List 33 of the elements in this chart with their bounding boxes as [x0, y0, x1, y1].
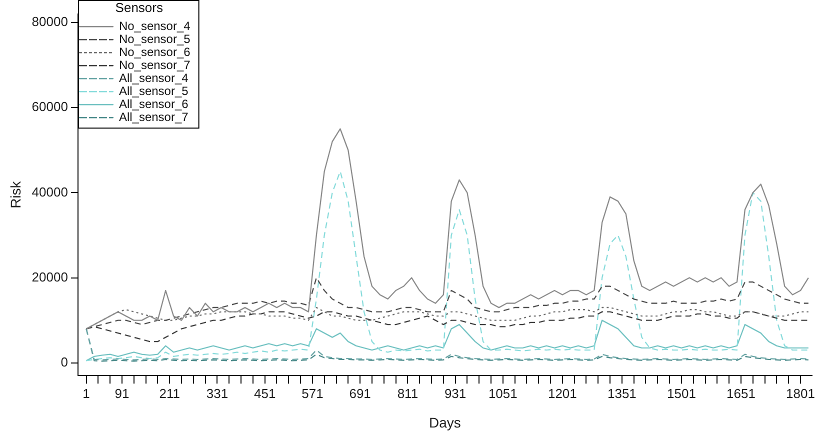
x-tick-label: 1501 — [666, 386, 696, 401]
legend-label: No_sensor_6 — [118, 44, 191, 59]
x-tick-label: 91 — [114, 386, 130, 401]
y-tick-label: 80000 — [32, 14, 68, 30]
x-axis-title: Days — [429, 414, 461, 430]
y-tick-label: 20000 — [32, 269, 68, 284]
x-tick-label: 451 — [254, 386, 276, 401]
x-tick-label: 1651 — [726, 386, 756, 401]
x-tick-label: 691 — [349, 386, 371, 401]
x-tick-label: 1351 — [607, 386, 636, 401]
line-series — [86, 170, 810, 362]
x-tick-label: 331 — [206, 386, 228, 401]
x-tick-label: 211 — [159, 386, 180, 401]
x-tick-label: 1201 — [548, 386, 577, 401]
y-tick-label: 0 — [60, 354, 68, 370]
legend-label: All_sensor_7 — [118, 110, 189, 124]
legend-label: All_sensor_4 — [118, 70, 189, 85]
legend-title: Sensors — [115, 0, 164, 16]
legend-label: No_sensor_5 — [118, 32, 191, 46]
legend-label: All_sensor_5 — [118, 84, 189, 98]
x-tick-label: 571 — [302, 386, 324, 401]
x-tick-label: 1801 — [786, 386, 815, 401]
x-tick-label: 1 — [82, 386, 90, 401]
y-tick-label: 40000 — [32, 184, 68, 200]
y-tick-label: 60000 — [32, 99, 68, 114]
legend-label: No_sensor_4 — [118, 18, 191, 33]
y-axis-title: Risk — [7, 180, 24, 208]
x-tick-label: 1051 — [488, 386, 518, 401]
legend-label: All_sensor_6 — [118, 96, 189, 111]
x-tick-label: 811 — [397, 386, 418, 401]
line-series — [86, 277, 810, 330]
x-tick-label: 931 — [444, 386, 466, 401]
legend-label: No_sensor_7 — [118, 58, 191, 72]
